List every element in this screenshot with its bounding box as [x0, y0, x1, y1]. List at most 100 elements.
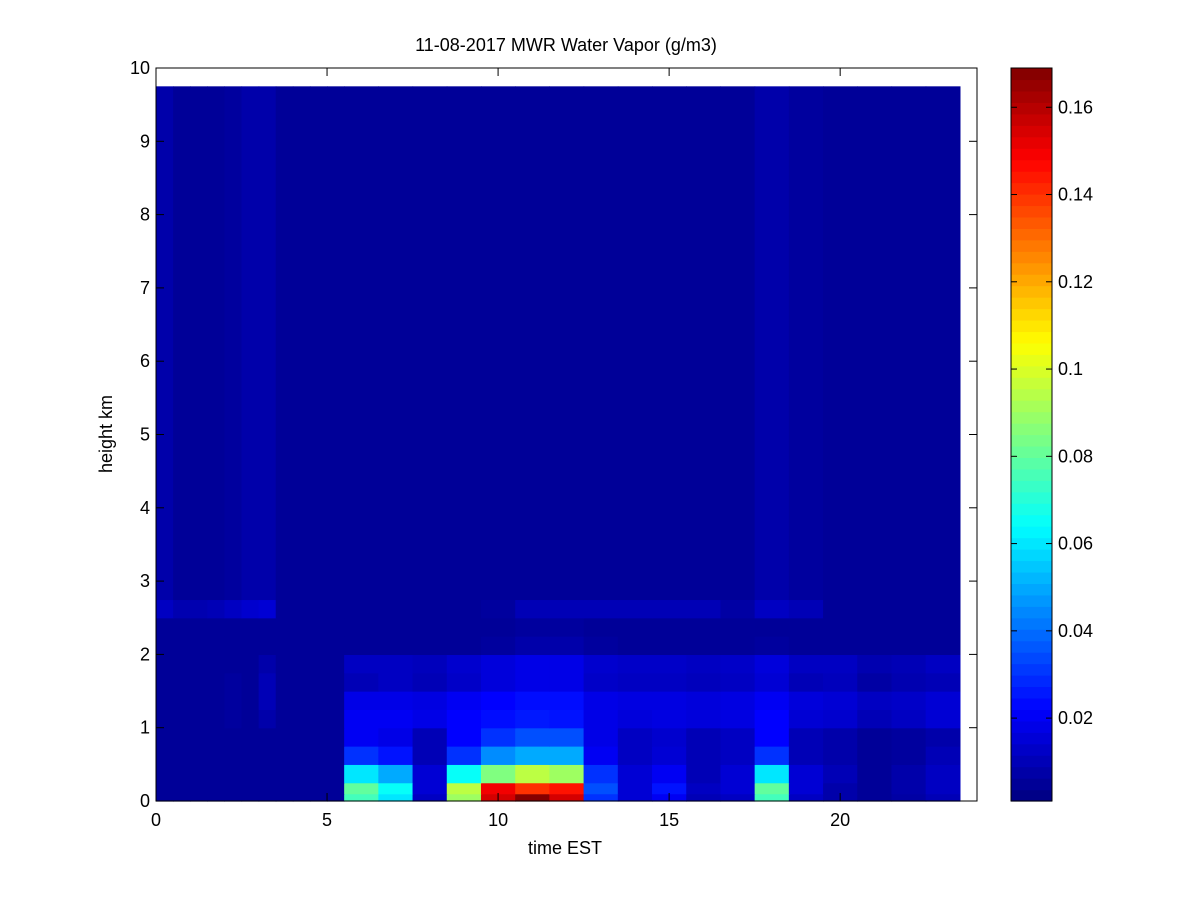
- heatmap-cell: [652, 599, 687, 619]
- heatmap-cell: [446, 86, 482, 601]
- colorbar-step: [1011, 148, 1052, 161]
- heatmap-cell: [720, 746, 756, 765]
- heatmap-cell: [857, 691, 893, 710]
- heatmap-cell: [515, 86, 550, 601]
- heatmap-cell: [327, 746, 345, 765]
- colorbar-tick-label: 0.14: [1058, 185, 1093, 205]
- heatmap-cell: [258, 782, 277, 795]
- heatmap-cell: [857, 86, 893, 601]
- heatmap-cell: [617, 782, 653, 795]
- heatmap-cell: [480, 617, 516, 637]
- heatmap-cell: [224, 654, 243, 674]
- heatmap-cell: [686, 691, 722, 710]
- heatmap-cell: [446, 617, 482, 637]
- colorbar-step: [1011, 411, 1052, 424]
- heatmap-cell: [583, 709, 619, 729]
- heatmap-cell: [857, 764, 893, 784]
- heatmap-cell: [412, 746, 448, 765]
- heatmap-cell: [823, 782, 858, 795]
- heatmap-cell: [823, 86, 858, 601]
- heatmap-cell: [891, 617, 927, 637]
- heatmap-cell: [258, 727, 277, 747]
- heatmap-cell: [515, 782, 550, 795]
- heatmap-cell: [344, 654, 379, 674]
- heatmap-cell: [754, 709, 790, 729]
- heatmap-cell: [583, 782, 619, 795]
- heatmap-cell: [207, 793, 226, 802]
- heatmap-cell: [515, 672, 550, 692]
- colorbar-axis: 0.02 0.04 0.06 0.08 0.1 0.12 0.14 0.16: [1011, 97, 1093, 728]
- heatmap-cell: [823, 672, 858, 692]
- heatmap-cell: [173, 727, 191, 747]
- heatmap-cell: [925, 654, 961, 674]
- y-axis: 0 1 2 3 4 5 6 7 8 9 10: [130, 58, 977, 811]
- heatmap-cell: [327, 709, 345, 729]
- heatmap-cell: [617, 617, 653, 637]
- heatmap-cell: [275, 599, 294, 619]
- heatmap-cell: [190, 691, 208, 710]
- heatmap-cell: [207, 672, 226, 692]
- colorbar-step: [1011, 297, 1052, 310]
- heatmap-cell: [617, 764, 653, 784]
- heatmap-cell: [378, 782, 414, 795]
- heatmap: [156, 86, 961, 802]
- heatmap-cell: [327, 672, 345, 692]
- heatmap-cell: [515, 599, 550, 619]
- heatmap-cell: [207, 782, 226, 795]
- heatmap-cell: [446, 636, 482, 655]
- heatmap-cell: [412, 793, 448, 802]
- heatmap-cell: [258, 636, 277, 655]
- colorbar-step: [1011, 251, 1052, 264]
- heatmap-cell: [823, 691, 858, 710]
- heatmap-cell: [309, 599, 328, 619]
- heatmap-cell: [480, 764, 516, 784]
- heatmap-cell: [446, 709, 482, 729]
- heatmap-cell: [720, 599, 756, 619]
- heatmap-cell: [720, 636, 756, 655]
- heatmap-cell: [241, 654, 260, 674]
- heatmap-cell: [224, 709, 243, 729]
- heatmap-cell: [378, 599, 414, 619]
- heatmap-cell: [515, 654, 550, 674]
- heatmap-cell: [258, 691, 277, 710]
- heatmap-cell: [275, 691, 294, 710]
- heatmap-cell: [344, 86, 379, 601]
- heatmap-cell: [925, 746, 961, 765]
- heatmap-cell: [788, 86, 824, 601]
- heatmap-cell: [258, 672, 277, 692]
- heatmap-cell: [275, 727, 294, 747]
- heatmap-cell: [378, 672, 414, 692]
- heatmap-cell: [207, 764, 226, 784]
- colorbar-step: [1011, 308, 1052, 321]
- heatmap-cell: [309, 782, 328, 795]
- heatmap-cell: [309, 709, 328, 729]
- heatmap-cell: [241, 746, 260, 765]
- heatmap-cell: [190, 617, 208, 637]
- heatmap-cell: [292, 691, 311, 710]
- colorbar-tick-label: 0.16: [1058, 97, 1093, 117]
- heatmap-cell: [156, 782, 174, 795]
- heatmap-cell: [686, 672, 722, 692]
- heatmap-cell: [327, 764, 345, 784]
- heatmap-cell: [583, 672, 619, 692]
- heatmap-cell: [241, 793, 260, 802]
- y-tick-label: 10: [130, 58, 150, 78]
- colorbar-tick-label: 0.02: [1058, 708, 1093, 728]
- heatmap-cell: [344, 709, 379, 729]
- heatmap-cell: [549, 691, 585, 710]
- heatmap-cell: [173, 793, 191, 802]
- colorbar-step: [1011, 652, 1052, 665]
- heatmap-cell: [446, 764, 482, 784]
- heatmap-cell: [788, 636, 824, 655]
- heatmap-cell: [344, 764, 379, 784]
- heatmap-cell: [446, 672, 482, 692]
- heatmap-cell: [480, 636, 516, 655]
- heatmap-cell: [583, 746, 619, 765]
- heatmap-cell: [241, 727, 260, 747]
- heatmap-cell: [823, 746, 858, 765]
- heatmap-cell: [275, 86, 294, 601]
- heatmap-cell: [344, 727, 379, 747]
- heatmap-cell: [549, 727, 585, 747]
- heatmap-cell: [258, 793, 277, 802]
- heatmap-cell: [378, 636, 414, 655]
